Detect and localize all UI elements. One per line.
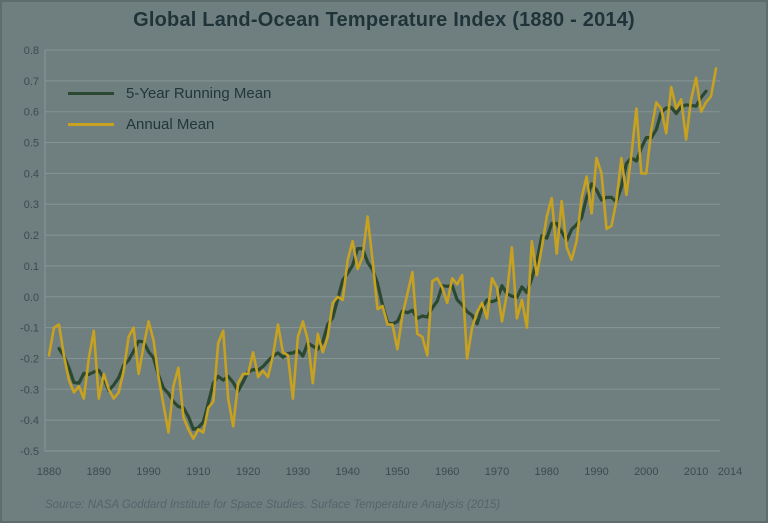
y-tick-label: -0.2 [20, 353, 39, 365]
x-tick-label: 1880 [37, 466, 61, 478]
y-tick-label: 0.5 [24, 138, 39, 150]
x-tick-label: 1980 [535, 466, 559, 478]
y-tick-label: 0.4 [24, 168, 39, 180]
y-tick-label: 0.2 [24, 230, 39, 242]
y-tick-label: -0.5 [20, 446, 39, 458]
y-tick-label: 0.8 [24, 45, 39, 57]
legend-label-annual-mean: Annual Mean [126, 116, 215, 133]
source-attribution: Source: NASA Goddard Institute for Space… [45, 499, 501, 511]
legend-label-running-mean: 5-Year Running Mean [126, 85, 272, 102]
y-tick-label: 0.1 [24, 261, 39, 273]
y-tick-label: 0.3 [24, 199, 39, 211]
x-tick-label: 1960 [435, 466, 459, 478]
running-mean-line-swatch [68, 92, 114, 95]
legend-item-running-mean: 5-Year Running Mean [68, 78, 271, 109]
annual-mean-line [47, 67, 718, 441]
x-tick-label: 1990 [136, 466, 160, 478]
x-tick-label: 1940 [335, 466, 359, 478]
x-tick-label: 2010 [684, 466, 708, 478]
chart-legend: 5-Year Running Mean Annual Mean [68, 78, 271, 140]
x-tick-label: 1910 [186, 466, 210, 478]
x-tick-label: 1970 [485, 466, 509, 478]
chart-title: Global Land-Ocean Temperature Index (188… [133, 9, 635, 31]
x-tick-label: 1930 [286, 466, 310, 478]
x-tick-label: 2014 [718, 466, 742, 478]
y-tick-label: -0.4 [20, 415, 39, 427]
y-tick-label: 0.0 [24, 292, 39, 304]
running-mean-line [57, 89, 708, 431]
legend-item-annual-mean: Annual Mean [68, 109, 271, 140]
x-tick-label: 1950 [385, 466, 409, 478]
y-tick-label: 0.6 [24, 107, 39, 119]
x-tick-label: 1920 [236, 466, 260, 478]
y-tick-label: -0.1 [20, 323, 39, 335]
x-tick-label: 2000 [634, 466, 658, 478]
y-tick-label: -0.3 [20, 384, 39, 396]
x-tick-label: 1990 [584, 466, 608, 478]
annual-mean-line-swatch [68, 123, 114, 126]
x-tick-label: 1890 [87, 466, 111, 478]
y-tick-label: 0.7 [24, 76, 39, 88]
